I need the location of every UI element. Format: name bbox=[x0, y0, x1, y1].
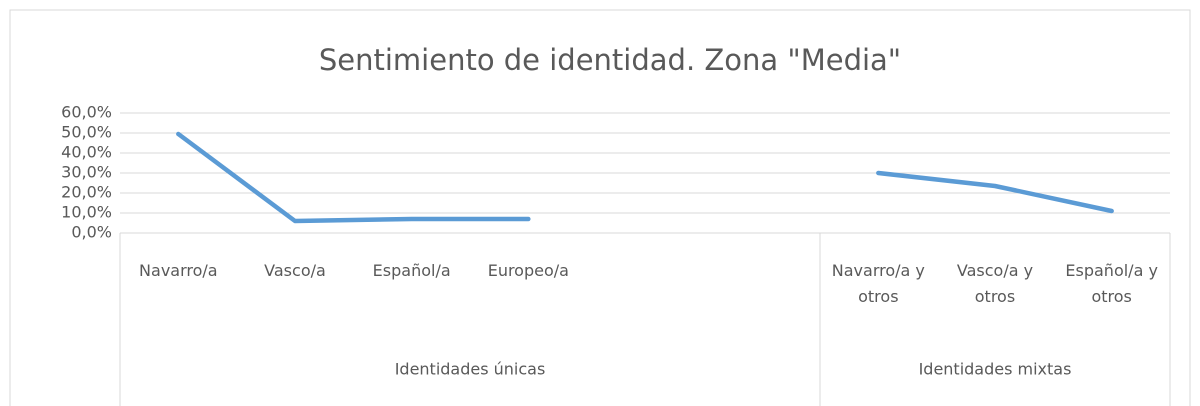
group-label: Identidades únicas bbox=[395, 360, 546, 379]
x-tick-label: Español/a y otros bbox=[1065, 261, 1158, 306]
line-series bbox=[876, 170, 1114, 214]
x-tick-label-box: Navarro/a bbox=[139, 261, 218, 280]
x-tick-label: Navarro/a y otros bbox=[831, 261, 925, 306]
x-tick-label: Vasco/a y otros bbox=[956, 261, 1034, 306]
x-tick-label-box: Vasco/a y otros bbox=[956, 261, 1034, 306]
x-tick-label-box: Navarro/a y otros bbox=[831, 261, 925, 306]
chart-title: Sentimiento de identidad. Zona "Media" bbox=[319, 43, 901, 77]
group-label: Identidades mixtas bbox=[919, 360, 1072, 379]
x-tick-label-box: Vasco/a bbox=[264, 261, 326, 280]
y-tick-label: 50,0% bbox=[61, 123, 112, 142]
x-tick-label-box: Europeo/a bbox=[487, 261, 569, 280]
y-tick-label: 10,0% bbox=[61, 203, 112, 222]
line-series bbox=[176, 131, 531, 224]
x-tick-label: Español/a bbox=[372, 261, 451, 280]
x-tick-label-box: Español/a y otros bbox=[1065, 261, 1158, 306]
y-tick-label: 30,0% bbox=[61, 163, 112, 182]
chart-frame bbox=[9, 9, 1191, 406]
x-tick-label: Vasco/a bbox=[264, 261, 326, 280]
x-tick-label-box: Español/a bbox=[372, 261, 451, 280]
y-tick-label: 20,0% bbox=[61, 183, 112, 202]
y-tick-label: 60,0% bbox=[61, 103, 112, 122]
y-tick-label: 40,0% bbox=[61, 143, 112, 162]
y-tick-label: 0,0% bbox=[71, 223, 112, 242]
x-tick-label: Europeo/a bbox=[487, 261, 569, 280]
x-tick-label: Navarro/a bbox=[139, 261, 218, 280]
